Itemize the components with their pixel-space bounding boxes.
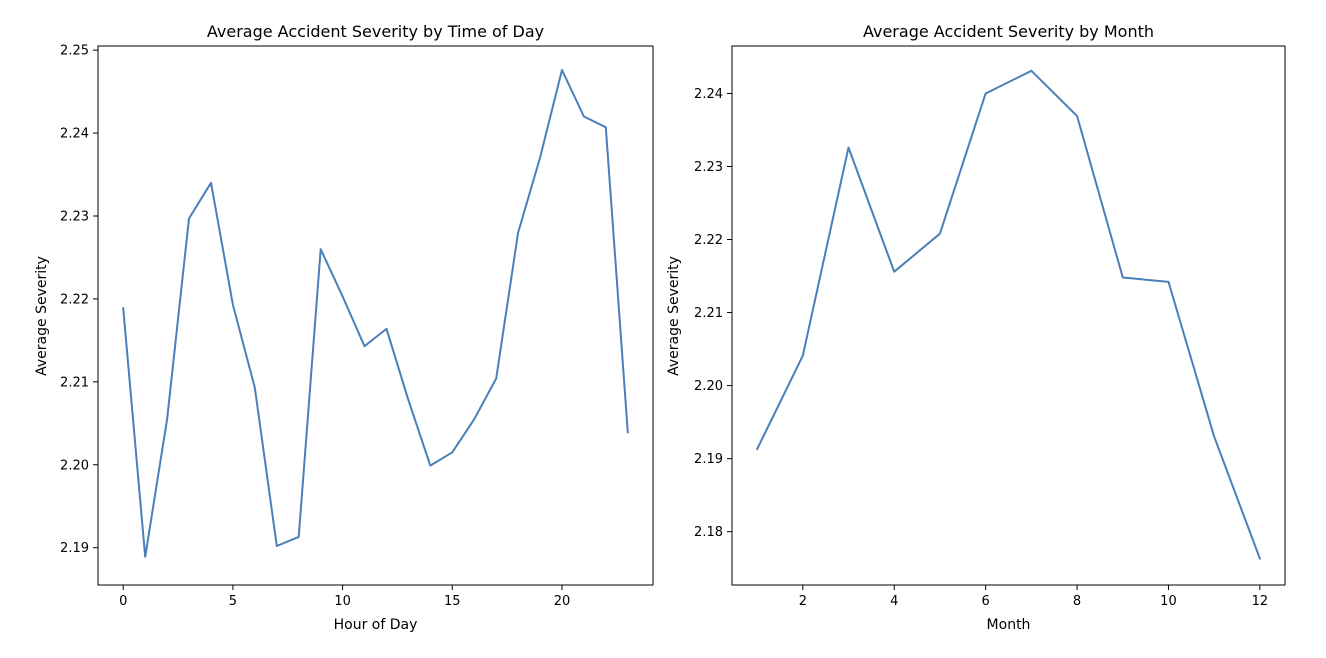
x-tick-label: 6: [982, 594, 990, 609]
y-tick-label: 2.19: [60, 541, 89, 556]
y-tick-label: 2.21: [694, 306, 723, 321]
y-axis-label: Average Severity: [34, 256, 50, 376]
y-tick-label: 2.22: [60, 292, 89, 307]
axes-frame: [97, 45, 654, 586]
x-tick-label: 10: [1160, 594, 1177, 609]
series-line: [756, 69, 1261, 560]
y-tick-label: 2.23: [60, 209, 89, 224]
series-line: [122, 69, 629, 558]
chart-month: Average Accident Severity by Month Month…: [666, 22, 1286, 633]
y-tick-label: 2.20: [60, 458, 89, 473]
y-tick-label: 2.21: [60, 375, 89, 390]
y-tick-label: 2.18: [694, 525, 723, 540]
y-axis-label: Average Severity: [666, 256, 682, 376]
y-tick-label: 2.23: [694, 160, 723, 175]
y-tick-label: 2.24: [694, 87, 723, 102]
x-axis-label: Hour of Day: [334, 617, 418, 633]
x-tick-label: 10: [334, 594, 351, 609]
y-tick-label: 2.22: [694, 233, 723, 248]
x-tick-label: 12: [1252, 594, 1269, 609]
axes-frame: [731, 45, 1286, 586]
x-axis-label: Month: [987, 617, 1031, 633]
x-tick-label: 4: [890, 594, 898, 609]
y-tick-label: 2.19: [694, 452, 723, 467]
y-tick-label: 2.25: [60, 44, 89, 59]
y-tick-label: 2.24: [60, 127, 89, 142]
x-tick-label: 0: [119, 594, 127, 609]
x-tick-label: 2: [799, 594, 807, 609]
x-tick-label: 8: [1073, 594, 1081, 609]
y-tick-label: 2.20: [694, 379, 723, 394]
x-tick-label: 15: [444, 594, 461, 609]
chart-title: Average Accident Severity by Month: [863, 22, 1154, 41]
chart-title: Average Accident Severity by Time of Day: [207, 22, 544, 41]
chart-time-of-day: Average Accident Severity by Time of Day…: [34, 22, 654, 633]
x-tick-label: 20: [554, 594, 571, 609]
x-tick-label: 5: [229, 594, 237, 609]
